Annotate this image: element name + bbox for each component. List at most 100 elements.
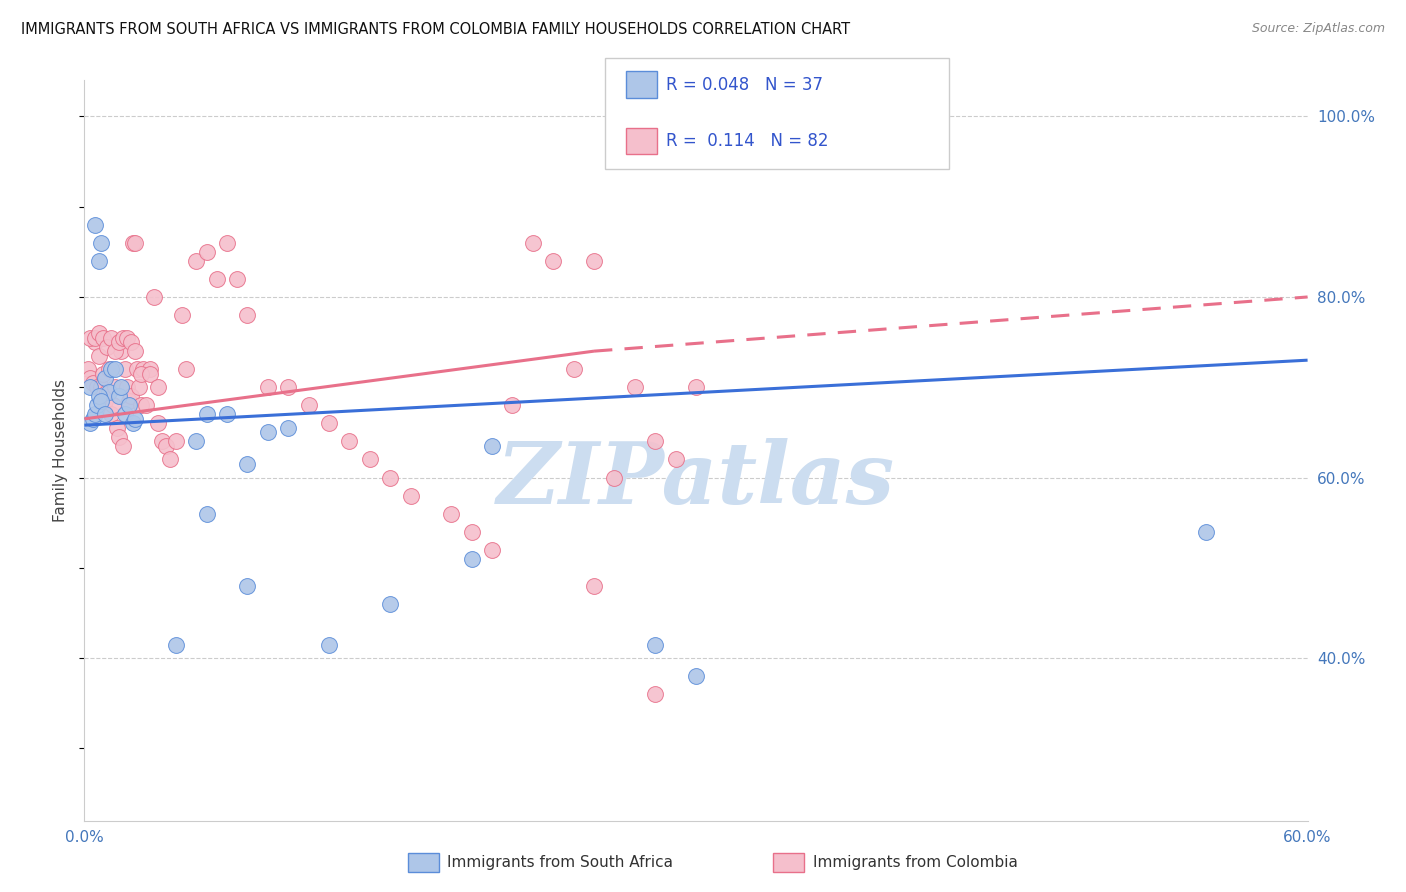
Point <box>83 218 105 232</box>
Point <box>502 398 524 412</box>
Point <box>93 371 115 385</box>
Point <box>159 452 181 467</box>
Point <box>96 384 118 399</box>
Point <box>186 434 208 449</box>
Point <box>236 308 259 322</box>
Point <box>90 393 112 408</box>
Point <box>86 398 108 412</box>
Point <box>522 235 544 250</box>
Point <box>115 380 138 394</box>
Point <box>359 452 381 467</box>
Point <box>82 376 104 390</box>
Point <box>97 384 120 399</box>
Point <box>120 389 142 403</box>
Point <box>155 439 177 453</box>
Point <box>122 235 145 250</box>
Point <box>461 551 484 566</box>
Point <box>112 439 135 453</box>
Point <box>135 398 157 412</box>
Point <box>583 253 606 268</box>
Text: Source: ZipAtlas.com: Source: ZipAtlas.com <box>1251 22 1385 36</box>
Point <box>277 421 299 435</box>
Point <box>79 417 101 431</box>
Point <box>104 344 127 359</box>
Point <box>142 290 165 304</box>
Point <box>127 362 149 376</box>
Point <box>380 470 402 484</box>
Point <box>380 597 402 611</box>
Point <box>93 393 115 408</box>
Point <box>131 398 153 412</box>
Point <box>132 362 155 376</box>
Point <box>685 669 707 683</box>
Text: IMMIGRANTS FROM SOUTH AFRICA VS IMMIGRANTS FROM COLOMBIA FAMILY HOUSEHOLDS CORRE: IMMIGRANTS FROM SOUTH AFRICA VS IMMIGRAN… <box>21 22 851 37</box>
Point <box>195 507 218 521</box>
Point <box>104 380 127 394</box>
Point <box>100 408 122 422</box>
Point <box>83 408 105 422</box>
Point <box>118 393 141 408</box>
Point <box>79 380 101 394</box>
Point <box>165 434 187 449</box>
Point <box>87 349 110 363</box>
Point <box>120 335 142 350</box>
Point <box>236 457 259 471</box>
Point <box>110 380 132 394</box>
Point <box>114 408 136 422</box>
Point <box>644 638 666 652</box>
Point <box>138 362 160 376</box>
Point <box>118 398 141 412</box>
Point <box>104 362 127 376</box>
Point <box>150 434 173 449</box>
Text: ZIPatlas: ZIPatlas <box>496 438 896 522</box>
Point <box>146 380 169 394</box>
Point <box>83 330 105 344</box>
Point <box>124 412 146 426</box>
Point <box>603 470 626 484</box>
Point <box>205 272 228 286</box>
Point <box>112 330 135 344</box>
Point <box>172 308 194 322</box>
Point <box>114 362 136 376</box>
Point <box>461 524 484 539</box>
Point <box>108 430 131 444</box>
Point <box>79 371 101 385</box>
Point <box>583 579 606 593</box>
Point <box>90 380 112 394</box>
Point <box>217 235 239 250</box>
Point <box>87 389 110 403</box>
Point <box>77 362 100 376</box>
Point <box>108 335 131 350</box>
Point <box>226 272 249 286</box>
Point <box>257 380 280 394</box>
Point <box>96 340 118 354</box>
Point <box>257 425 280 440</box>
Point <box>562 362 585 376</box>
Point <box>87 326 110 340</box>
Point <box>685 380 707 394</box>
Point <box>82 412 104 426</box>
Point <box>115 330 138 344</box>
Text: Immigrants from South Africa: Immigrants from South Africa <box>447 855 673 870</box>
Point <box>195 408 218 422</box>
Point <box>543 253 565 268</box>
Point <box>1195 524 1218 539</box>
Point <box>217 408 239 422</box>
Point <box>339 434 361 449</box>
Point <box>624 380 647 394</box>
Text: R =  0.114   N = 82: R = 0.114 N = 82 <box>666 132 830 150</box>
Point <box>122 417 145 431</box>
Point <box>318 638 340 652</box>
Point <box>128 380 150 394</box>
Point <box>131 367 153 381</box>
Point <box>277 380 299 394</box>
Point <box>90 235 112 250</box>
Text: R = 0.048   N = 37: R = 0.048 N = 37 <box>666 76 824 94</box>
Point <box>399 489 422 503</box>
Point <box>124 344 146 359</box>
Point <box>86 380 108 394</box>
Point <box>87 253 110 268</box>
Point <box>100 362 122 376</box>
Point <box>318 417 340 431</box>
Point <box>101 398 124 412</box>
